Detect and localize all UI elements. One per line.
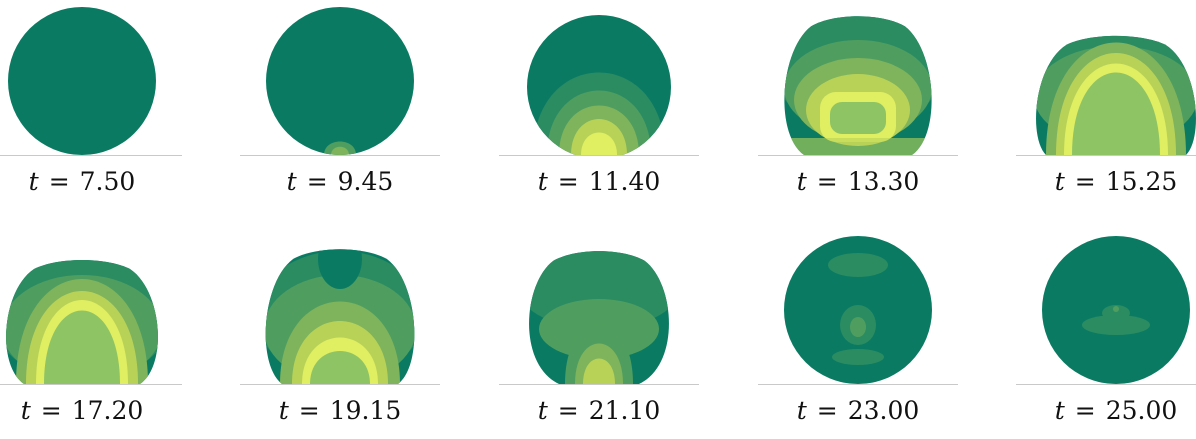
time-label-6: t = 17.20 <box>20 396 144 425</box>
snapshot-drop-4 <box>758 16 958 156</box>
contour-band <box>850 317 866 337</box>
snapshot-drop-6 <box>0 260 182 385</box>
drop-field <box>784 236 932 384</box>
contour-band <box>784 138 932 155</box>
drop-field <box>265 249 415 384</box>
time-label-4: t = 13.30 <box>796 167 920 196</box>
time-label-3: t = 11.40 <box>537 167 661 196</box>
snapshot-panel-10: t = 25.00 <box>1016 229 1196 439</box>
contour-band <box>1072 72 1160 155</box>
drop-body <box>266 7 414 155</box>
snapshot-drop-1 <box>0 7 182 156</box>
time-label-7: t = 19.15 <box>278 396 402 425</box>
drop-body <box>1042 236 1190 384</box>
contour-band <box>331 146 349 155</box>
snapshot-drop-2 <box>240 7 440 156</box>
contour-band <box>832 349 884 365</box>
snapshot-drop-10 <box>1016 236 1196 385</box>
contour-band <box>1082 315 1150 335</box>
snapshot-panel-7: t = 19.15 <box>240 229 440 439</box>
drop-field <box>527 15 671 155</box>
drop-field <box>1036 35 1196 155</box>
snapshot-drop-5 <box>1016 35 1196 156</box>
contour-band <box>310 351 370 384</box>
time-label-1: t = 7.50 <box>28 167 136 196</box>
contour-band <box>830 102 886 134</box>
time-label-5: t = 15.25 <box>1054 167 1178 196</box>
snapshot-panel-6: t = 17.20 <box>0 229 182 439</box>
snapshot-panel-3: t = 11.40 <box>499 0 699 210</box>
snapshot-drop-8 <box>499 251 699 385</box>
contour-band <box>318 249 362 289</box>
drop-field <box>266 7 414 155</box>
snapshot-panel-9: t = 23.00 <box>758 229 958 439</box>
snapshot-drop-7 <box>240 249 440 385</box>
contour-band <box>1113 306 1119 312</box>
drop-field <box>8 7 156 155</box>
time-label-2: t = 9.45 <box>286 167 394 196</box>
drop-field <box>1042 236 1190 384</box>
contour-band <box>583 358 615 384</box>
time-label-9: t = 23.00 <box>796 396 920 425</box>
drop-body <box>8 7 156 155</box>
contour-band <box>44 310 120 384</box>
snapshot-panel-5: t = 15.25 <box>1016 0 1196 210</box>
snapshot-drop-9 <box>758 236 958 385</box>
time-label-10: t = 25.00 <box>1054 396 1178 425</box>
snapshot-panel-1: t = 7.50 <box>0 0 182 210</box>
drop-field <box>529 251 669 384</box>
snapshot-drop-3 <box>499 15 699 156</box>
contour-band <box>581 132 617 155</box>
snapshot-panel-8: t = 21.10 <box>499 229 699 439</box>
snapshot-panel-4: t = 13.30 <box>758 0 958 210</box>
contour-band <box>828 253 888 277</box>
snapshot-panel-2: t = 9.45 <box>240 0 440 210</box>
drop-field <box>6 260 158 384</box>
time-label-8: t = 21.10 <box>537 396 661 425</box>
drop-field <box>784 16 932 155</box>
contour-band <box>1102 305 1130 321</box>
